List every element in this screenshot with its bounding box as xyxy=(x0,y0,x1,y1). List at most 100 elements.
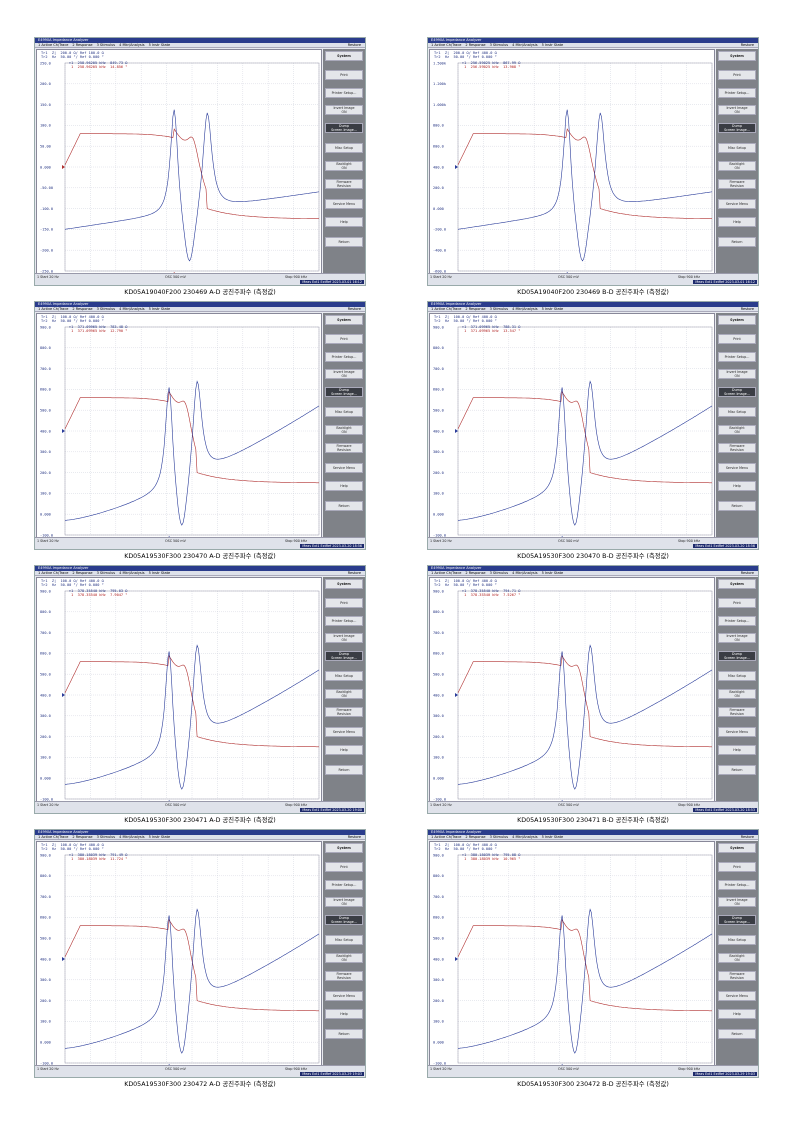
menu-item[interactable]: 5 Instr State xyxy=(148,571,171,575)
menu-item[interactable]: 5 Instr State xyxy=(148,835,171,839)
menu-item[interactable]: 5 Instr State xyxy=(541,835,564,839)
menu-item[interactable]: 3 Stimulus xyxy=(489,43,509,47)
start-frequency[interactable]: 1 Start 20 Hz xyxy=(430,803,452,807)
softkey-misc-setup-button[interactable]: Misc Setup xyxy=(718,935,756,945)
menu-item[interactable]: 1 Active Ch/Trace xyxy=(431,43,462,47)
softkey-return-button[interactable]: Return xyxy=(325,765,363,775)
trace1-setting[interactable]: Tr1 Z| 200.0 Ω/ Ref 100.0 Ω xyxy=(41,51,104,55)
menu-item[interactable]: 1 Active Ch/Trace xyxy=(38,43,69,47)
softkey-printer-setup-button[interactable]: Printer Setup... xyxy=(718,880,756,890)
softkey-help-button[interactable]: Help xyxy=(325,217,363,227)
trace2-setting[interactable]: Tr2 θz 50.00 °/ Ref 0.000 ° xyxy=(41,319,104,324)
softkey-print-button[interactable]: Print xyxy=(718,334,756,344)
trace2-setting[interactable]: Tr2 θz 50.00 °/ Ref 0.000 ° xyxy=(434,847,497,852)
softkey-return-button[interactable]: Return xyxy=(718,1029,756,1039)
osc-level[interactable]: OSC 500 mV xyxy=(165,275,186,279)
menu-item[interactable]: 4 Mkr/Analysis xyxy=(512,43,538,47)
softkey-return-button[interactable]: Return xyxy=(718,501,756,511)
softkey-return-button[interactable]: Return xyxy=(718,765,756,775)
restore-button[interactable]: Restore xyxy=(347,571,361,575)
restore-button[interactable]: Restore xyxy=(740,43,754,47)
menu-item[interactable]: 5 Instr State xyxy=(541,43,564,47)
softkey-printer-setup-button[interactable]: Printer Setup... xyxy=(325,880,363,890)
menu-item[interactable]: 4 Mkr/Analysis xyxy=(512,571,538,575)
softkey-system-button[interactable]: System xyxy=(325,315,363,325)
restore-button[interactable]: Restore xyxy=(347,307,361,311)
softkey-backlight-button[interactable]: Backlight ON xyxy=(325,953,363,963)
softkey-backlight-button[interactable]: Backlight ON xyxy=(325,161,363,171)
trace1-setting[interactable]: Tr1 Z| 100.0 Ω/ Ref 400.0 Ω xyxy=(434,315,497,319)
softkey-printer-setup-button[interactable]: Printer Setup... xyxy=(325,88,363,98)
softkey-misc-setup-button[interactable]: Misc Setup xyxy=(325,143,363,153)
menu-item[interactable]: 2 Response xyxy=(72,571,93,575)
menu-item[interactable]: 2 Response xyxy=(72,307,93,311)
menu-item[interactable]: 1 Active Ch/Trace xyxy=(431,835,462,839)
stop-frequency[interactable]: Stop 900 kHz xyxy=(678,275,701,279)
softkey-misc-setup-button[interactable]: Misc Setup xyxy=(718,671,756,681)
softkey-print-button[interactable]: Print xyxy=(325,598,363,608)
softkey-print-button[interactable]: Print xyxy=(325,334,363,344)
menu-item[interactable]: 4 Mkr/Analysis xyxy=(512,307,538,311)
menu-item[interactable]: 2 Response xyxy=(465,571,486,575)
osc-level[interactable]: OSC 500 mV xyxy=(558,539,579,543)
softkey-firmware-button[interactable]: Firmware Revision xyxy=(325,707,363,717)
menu-item[interactable]: 5 Instr State xyxy=(541,307,564,311)
osc-level[interactable]: OSC 500 mV xyxy=(165,1067,186,1071)
start-frequency[interactable]: 1 Start 20 Hz xyxy=(430,1067,452,1071)
restore-button[interactable]: Restore xyxy=(347,835,361,839)
softkey-backlight-button[interactable]: Backlight ON xyxy=(718,425,756,435)
softkey-help-button[interactable]: Help xyxy=(325,1009,363,1019)
start-frequency[interactable]: 1 Start 20 Hz xyxy=(37,539,59,543)
softkey-dump-button[interactable]: Dump Screen Image... xyxy=(325,123,363,133)
restore-button[interactable]: Restore xyxy=(740,571,754,575)
softkey-dump-button[interactable]: Dump Screen Image... xyxy=(325,915,363,925)
stop-frequency[interactable]: Stop 900 kHz xyxy=(285,803,308,807)
osc-level[interactable]: OSC 500 mV xyxy=(558,1067,579,1071)
menu-item[interactable]: 4 Mkr/Analysis xyxy=(119,571,145,575)
softkey-backlight-button[interactable]: Backlight ON xyxy=(325,425,363,435)
osc-level[interactable]: OSC 500 mV xyxy=(165,803,186,807)
softkey-misc-setup-button[interactable]: Misc Setup xyxy=(325,671,363,681)
start-frequency[interactable]: 1 Start 20 Hz xyxy=(37,803,59,807)
trace2-setting[interactable]: Tr2 θz 50.00 °/ Ref 0.000 ° xyxy=(41,583,104,588)
softkey-invert-image-button[interactable]: Invert Image ON xyxy=(325,369,363,379)
menu-item[interactable]: 5 Instr State xyxy=(148,43,171,47)
trace1-setting[interactable]: Tr1 Z| 100.0 Ω/ Ref 400.0 Ω xyxy=(41,843,104,847)
softkey-return-button[interactable]: Return xyxy=(325,501,363,511)
trace2-setting[interactable]: Tr2 θz 50.00 °/ Ref 0.000 ° xyxy=(434,583,497,588)
stop-frequency[interactable]: Stop 900 kHz xyxy=(678,1067,701,1071)
softkey-backlight-button[interactable]: Backlight ON xyxy=(718,689,756,699)
softkey-service-menu-button[interactable]: Service Menu xyxy=(718,463,756,473)
softkey-help-button[interactable]: Help xyxy=(325,745,363,755)
trace2-setting[interactable]: Tr2 θz 50.00 °/ Ref 0.000 ° xyxy=(41,847,104,852)
start-frequency[interactable]: 1 Start 20 Hz xyxy=(37,1067,59,1071)
menu-item[interactable]: 3 Stimulus xyxy=(96,43,116,47)
menu-item[interactable]: 3 Stimulus xyxy=(96,571,116,575)
menu-item[interactable]: 3 Stimulus xyxy=(96,835,116,839)
softkey-service-menu-button[interactable]: Service Menu xyxy=(325,991,363,1001)
softkey-help-button[interactable]: Help xyxy=(325,481,363,491)
softkey-return-button[interactable]: Return xyxy=(325,1029,363,1039)
menu-item[interactable]: 2 Response xyxy=(465,835,486,839)
softkey-misc-setup-button[interactable]: Misc Setup xyxy=(718,407,756,417)
trace2-setting[interactable]: Tr2 θz 50.00 °/ Ref 0.000 ° xyxy=(434,319,497,324)
menu-item[interactable]: 1 Active Ch/Trace xyxy=(38,571,69,575)
menu-item[interactable]: 3 Stimulus xyxy=(489,307,509,311)
softkey-help-button[interactable]: Help xyxy=(718,1009,756,1019)
softkey-invert-image-button[interactable]: Invert Image ON xyxy=(718,105,756,115)
softkey-backlight-button[interactable]: Backlight ON xyxy=(325,689,363,699)
softkey-backlight-button[interactable]: Backlight ON xyxy=(718,161,756,171)
trace1-setting[interactable]: Tr1 Z| 100.0 Ω/ Ref 400.0 Ω xyxy=(41,579,104,583)
stop-frequency[interactable]: Stop 900 kHz xyxy=(285,539,308,543)
osc-level[interactable]: OSC 500 mV xyxy=(558,275,579,279)
menu-item[interactable]: 3 Stimulus xyxy=(96,307,116,311)
softkey-printer-setup-button[interactable]: Printer Setup... xyxy=(718,616,756,626)
softkey-invert-image-button[interactable]: Invert Image ON xyxy=(325,633,363,643)
softkey-firmware-button[interactable]: Firmware Revision xyxy=(325,971,363,981)
restore-button[interactable]: Restore xyxy=(740,835,754,839)
softkey-print-button[interactable]: Print xyxy=(718,598,756,608)
softkey-system-button[interactable]: System xyxy=(718,843,756,853)
menu-item[interactable]: 2 Response xyxy=(72,43,93,47)
softkey-system-button[interactable]: System xyxy=(718,315,756,325)
softkey-service-menu-button[interactable]: Service Menu xyxy=(325,199,363,209)
